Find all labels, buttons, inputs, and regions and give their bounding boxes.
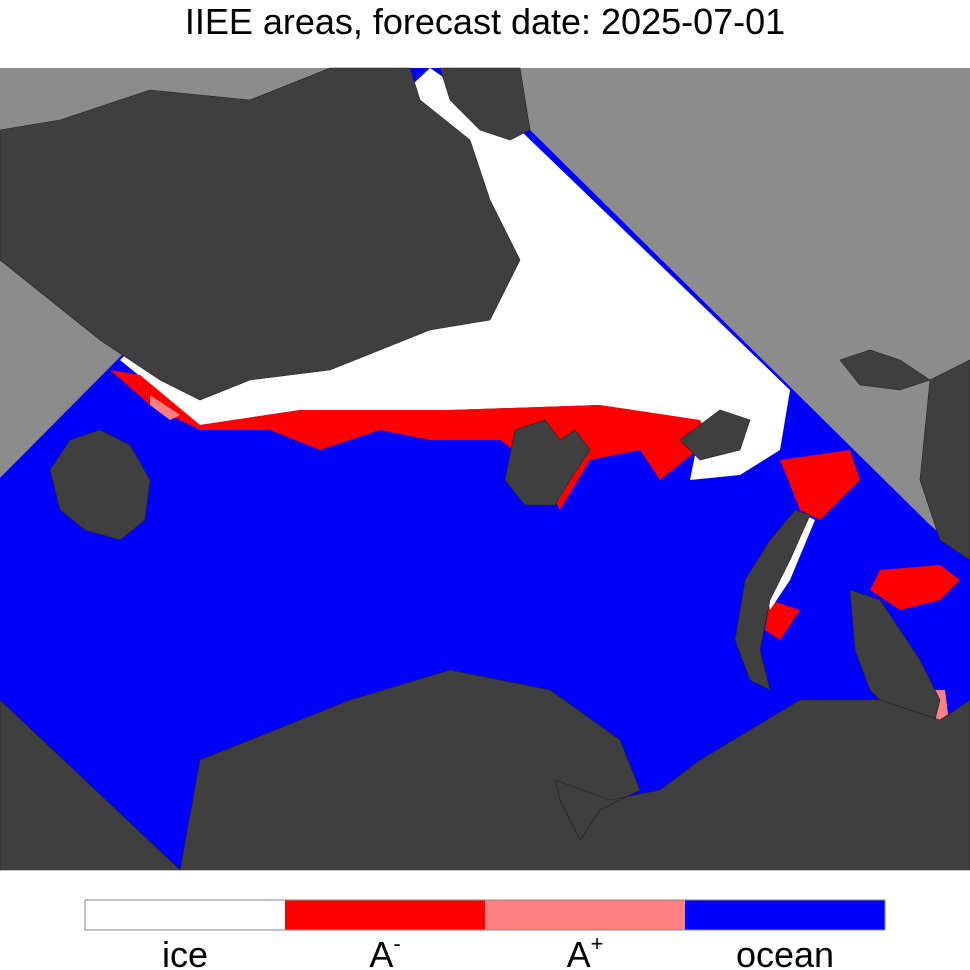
- legend-label: A+: [567, 931, 604, 970]
- a-plus-area: [150, 395, 180, 420]
- legend-swatch: [285, 900, 485, 930]
- legend-label: ice: [162, 934, 208, 970]
- svalbard-east: [679, 409, 751, 461]
- a-minus-area: [870, 565, 960, 610]
- legend: ice A- A+ ocean: [84, 899, 886, 970]
- legend-swatch: [85, 900, 285, 930]
- legend-label: A-: [369, 931, 400, 970]
- legend-swatch: [485, 900, 685, 930]
- legend-label-sup: -: [393, 931, 400, 956]
- map: [0, 67, 970, 871]
- ice-area: [768, 515, 815, 610]
- a-minus-area: [780, 450, 860, 520]
- ocean-area: [0, 352, 970, 760]
- arctic-east: [919, 359, 970, 561]
- legend-label-sup: +: [591, 931, 604, 956]
- legend-label-text: A: [567, 934, 591, 970]
- greenland: [0, 67, 521, 401]
- scandinavia: [0, 669, 970, 871]
- iceland: [49, 429, 151, 541]
- legend-swatch: [685, 900, 885, 930]
- legend-label: ocean: [736, 934, 834, 970]
- novaya-zemlya: [734, 509, 811, 691]
- legend-label-text: ice: [162, 934, 208, 970]
- title: IIEE areas, forecast date: 2025-07-01: [185, 1, 785, 42]
- greenland-north: [439, 67, 531, 141]
- legend-label-text: ocean: [736, 934, 834, 970]
- legend-label-text: A: [369, 934, 393, 970]
- a-minus-area: [765, 600, 800, 640]
- svalbard: [504, 419, 591, 506]
- legend-border: [84, 899, 886, 931]
